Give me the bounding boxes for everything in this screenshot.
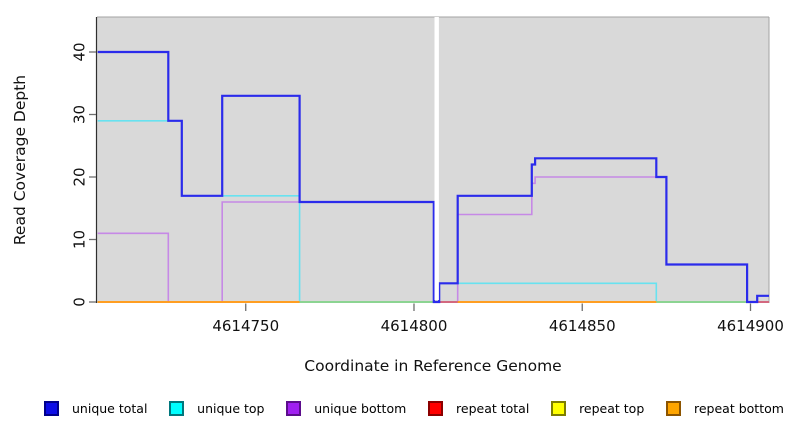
axes: 0 10 20 30 40 4614750 4614800 4614850 4614900 (71, 17, 784, 335)
legend-label: repeat top (579, 400, 645, 416)
legend-swatch-repeat-top (551, 400, 567, 416)
legend-swatch-unique-total (44, 400, 59, 416)
data-series (97, 50, 769, 304)
x-axis-title: Coordinate in Reference Genome (304, 357, 561, 375)
x-tick-label: 4614750 (212, 317, 279, 335)
y-tick-label: 0 (71, 297, 89, 307)
chart-legend: unique total unique top unique bottom re… (44, 394, 784, 422)
gap-band-rect (434, 17, 439, 300)
legend-item-repeat-total: repeat total (428, 400, 530, 416)
legend-label: unique bottom (314, 400, 407, 416)
legend-label: unique total (72, 400, 148, 416)
legend-swatch-unique-bottom (286, 400, 302, 416)
coverage-gap-band (434, 17, 439, 300)
y-tick-label: 20 (71, 167, 89, 186)
y-tick-label: 40 (71, 42, 89, 61)
x-tick-label: 4614800 (381, 317, 448, 335)
x-tick-label: 4614900 (717, 317, 784, 335)
series-unique-total-line (97, 50, 769, 304)
x-tick-label: 4614850 (549, 317, 616, 335)
chart-canvas: 0 10 20 30 40 4614750 4614800 4614850 4614900 Co… (11, 16, 784, 375)
legend-item-unique-top: unique top (169, 400, 265, 416)
legend-swatch-repeat-bottom (666, 400, 681, 416)
legend-label: unique top (197, 400, 265, 416)
legend-item-unique-bottom: unique bottom (286, 400, 407, 416)
y-axis-title: Read Coverage Depth (11, 75, 29, 245)
legend-item-repeat-bottom: repeat bottom (666, 400, 784, 416)
y-tick-label: 30 (71, 105, 89, 124)
legend-item-repeat-top: repeat top (551, 400, 645, 416)
legend-item-unique-total: unique total (44, 400, 148, 416)
legend-label: repeat total (456, 400, 530, 416)
legend-swatch-repeat-total (428, 400, 444, 416)
legend-swatch-unique-top (169, 400, 185, 416)
legend-label: repeat bottom (694, 400, 784, 416)
y-tick-label: 10 (71, 230, 89, 249)
